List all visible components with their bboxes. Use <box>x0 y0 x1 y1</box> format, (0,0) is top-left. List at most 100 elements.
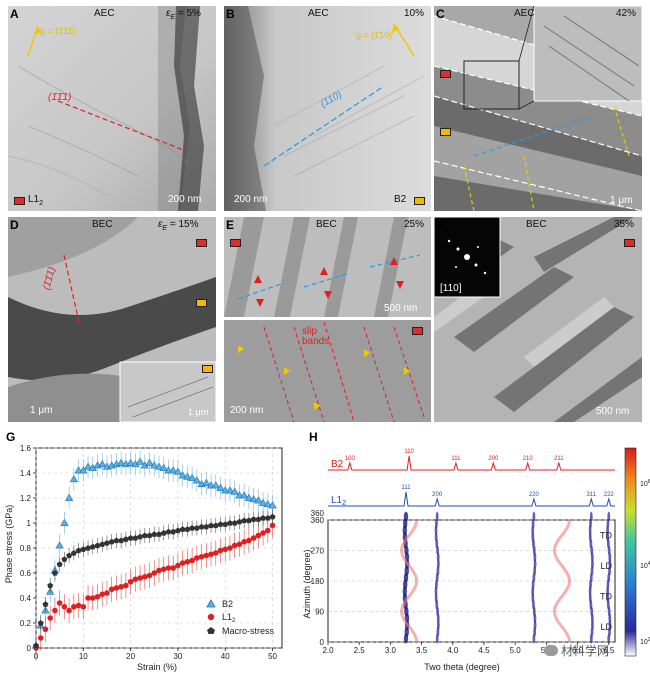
panel-h-plot-frame <box>327 519 616 643</box>
panel-d-letter: D <box>10 218 19 232</box>
panel-e-scale-bottom: 200 nm <box>230 405 264 416</box>
data-point-l12 <box>104 590 110 596</box>
data-point-macro <box>80 546 87 552</box>
data-point-macro <box>56 561 63 567</box>
data-point-macro <box>137 533 144 540</box>
profile-name: L12 <box>331 495 346 507</box>
panel-b: B AEC 10% g = (1̄10) (110) 200 nm B2 <box>224 6 431 211</box>
panel-h-heatmap-content <box>328 511 615 644</box>
panel-a-scale: 200 nm <box>168 194 202 205</box>
panel-e-micrograph <box>224 217 431 422</box>
panel-h-colorbar-ticks: 106 104 102 <box>640 479 650 646</box>
data-point-macro <box>51 570 58 576</box>
data-point-b2 <box>216 483 225 491</box>
data-point-macro <box>122 536 129 542</box>
h-y-tick-label: 0 <box>320 638 325 647</box>
y-tick-label: 1.6 <box>20 444 32 453</box>
panel-c-scale: 1 μm <box>610 195 633 206</box>
data-point-l12 <box>179 560 186 566</box>
panel-f-scale: 500 nm <box>596 406 630 417</box>
data-point-l12 <box>156 567 162 574</box>
peak-label: 111 <box>451 456 461 462</box>
x-tick-label: 20 <box>126 652 135 661</box>
panel-e-bottom-marker <box>412 327 423 335</box>
panel-c-l12-marker <box>440 70 451 78</box>
data-point-l12 <box>85 595 91 601</box>
data-point-l12 <box>52 607 58 614</box>
panel-a-plane: (1̄1̄1) <box>48 92 72 103</box>
data-point-l12 <box>203 552 210 559</box>
panel-d-strain-symbol: ε <box>158 219 163 230</box>
h-x-tick-label: 2.5 <box>354 646 366 655</box>
data-point-b2 <box>187 473 197 481</box>
data-point-macro <box>103 540 110 546</box>
data-point-l12 <box>61 603 68 610</box>
panel-d-scale: 1 μm <box>30 405 53 416</box>
panel-a-micrograph <box>8 6 216 211</box>
h-y-tick-label: 270 <box>311 547 325 556</box>
data-point-b2 <box>159 463 168 471</box>
panel-a-phase-name: L1 <box>28 194 40 205</box>
h-y-tick-label: 180 <box>311 577 325 586</box>
x-tick-label: 40 <box>221 652 230 661</box>
data-point-l12 <box>113 585 120 591</box>
data-point-l12 <box>260 530 266 536</box>
panel-c-header: AEC <box>514 8 535 19</box>
panel-d-inset-marker <box>202 365 213 373</box>
panel-a-phase-marker <box>14 197 25 205</box>
panel-g-letter: G <box>6 430 16 444</box>
data-point-l12 <box>142 573 148 580</box>
panel-a-phase-sub: 2 <box>39 200 44 207</box>
data-point-b2 <box>268 501 277 509</box>
panel-d-micrograph <box>8 217 216 422</box>
data-point-b2 <box>150 461 159 469</box>
colorbar-tick-label: 104 <box>640 561 650 570</box>
data-point-l12 <box>66 607 72 614</box>
panel-f-l12-marker <box>624 239 635 247</box>
data-point-l12 <box>241 538 247 545</box>
ring-streak <box>607 511 611 522</box>
colorbar-tick-exponent: 6 <box>648 479 650 485</box>
data-point-l12 <box>160 566 167 573</box>
data-point-macro <box>127 535 134 541</box>
h-x-tick-label: 2.0 <box>322 646 334 655</box>
x-tick-label: 50 <box>268 652 277 661</box>
panel-d-inset-scale: 1 μm <box>188 407 209 417</box>
colorbar-tick-exponent: 4 <box>648 561 650 567</box>
panel-a-g-label: g = (1̄11̄) <box>40 26 76 36</box>
data-point-macro <box>189 525 196 531</box>
h-x-tick-label: 5.0 <box>510 646 522 655</box>
panel-d-strain: εE = 15% <box>158 219 199 232</box>
direction-label: LD <box>600 622 612 632</box>
data-point-macro <box>222 521 229 527</box>
y-tick-label: 0 <box>27 644 32 653</box>
direction-label: TD <box>600 591 612 601</box>
data-point-l12 <box>269 522 276 529</box>
panel-g-gridlines <box>35 447 282 649</box>
panel-e: E BEC 25% 500 nm slip bands 200 nm <box>224 217 431 422</box>
data-point-macro <box>179 526 186 532</box>
sine-fit-curve <box>552 519 572 643</box>
data-point-b2 <box>135 457 145 465</box>
y-tick-label: 1 <box>27 519 32 528</box>
data-point-l12 <box>175 562 181 569</box>
h-top-tick-label: 360 <box>311 509 325 518</box>
data-point-l12 <box>42 626 49 633</box>
data-point-macro <box>37 620 44 626</box>
watermark-text: 材料学网 <box>561 644 610 658</box>
y-tick-label: 0.6 <box>20 569 32 578</box>
h-x-tick-label: 6.0 <box>572 646 584 655</box>
panel-a-letter: A <box>10 7 19 21</box>
data-point-b2 <box>263 500 272 508</box>
data-point-macro <box>193 525 200 531</box>
data-point-macro <box>132 535 139 541</box>
data-point-l12 <box>265 527 271 534</box>
data-point-macro <box>85 545 92 551</box>
data-point-macro <box>94 542 101 549</box>
legend-l12-name: L1 <box>222 612 232 622</box>
direction-label: LD <box>600 561 612 571</box>
data-point-l12 <box>222 546 229 553</box>
panel-d-strain-value: = 15% <box>169 219 199 230</box>
panel-f-letter: F <box>436 218 444 232</box>
legend-l12-sub: 2 <box>232 618 236 624</box>
